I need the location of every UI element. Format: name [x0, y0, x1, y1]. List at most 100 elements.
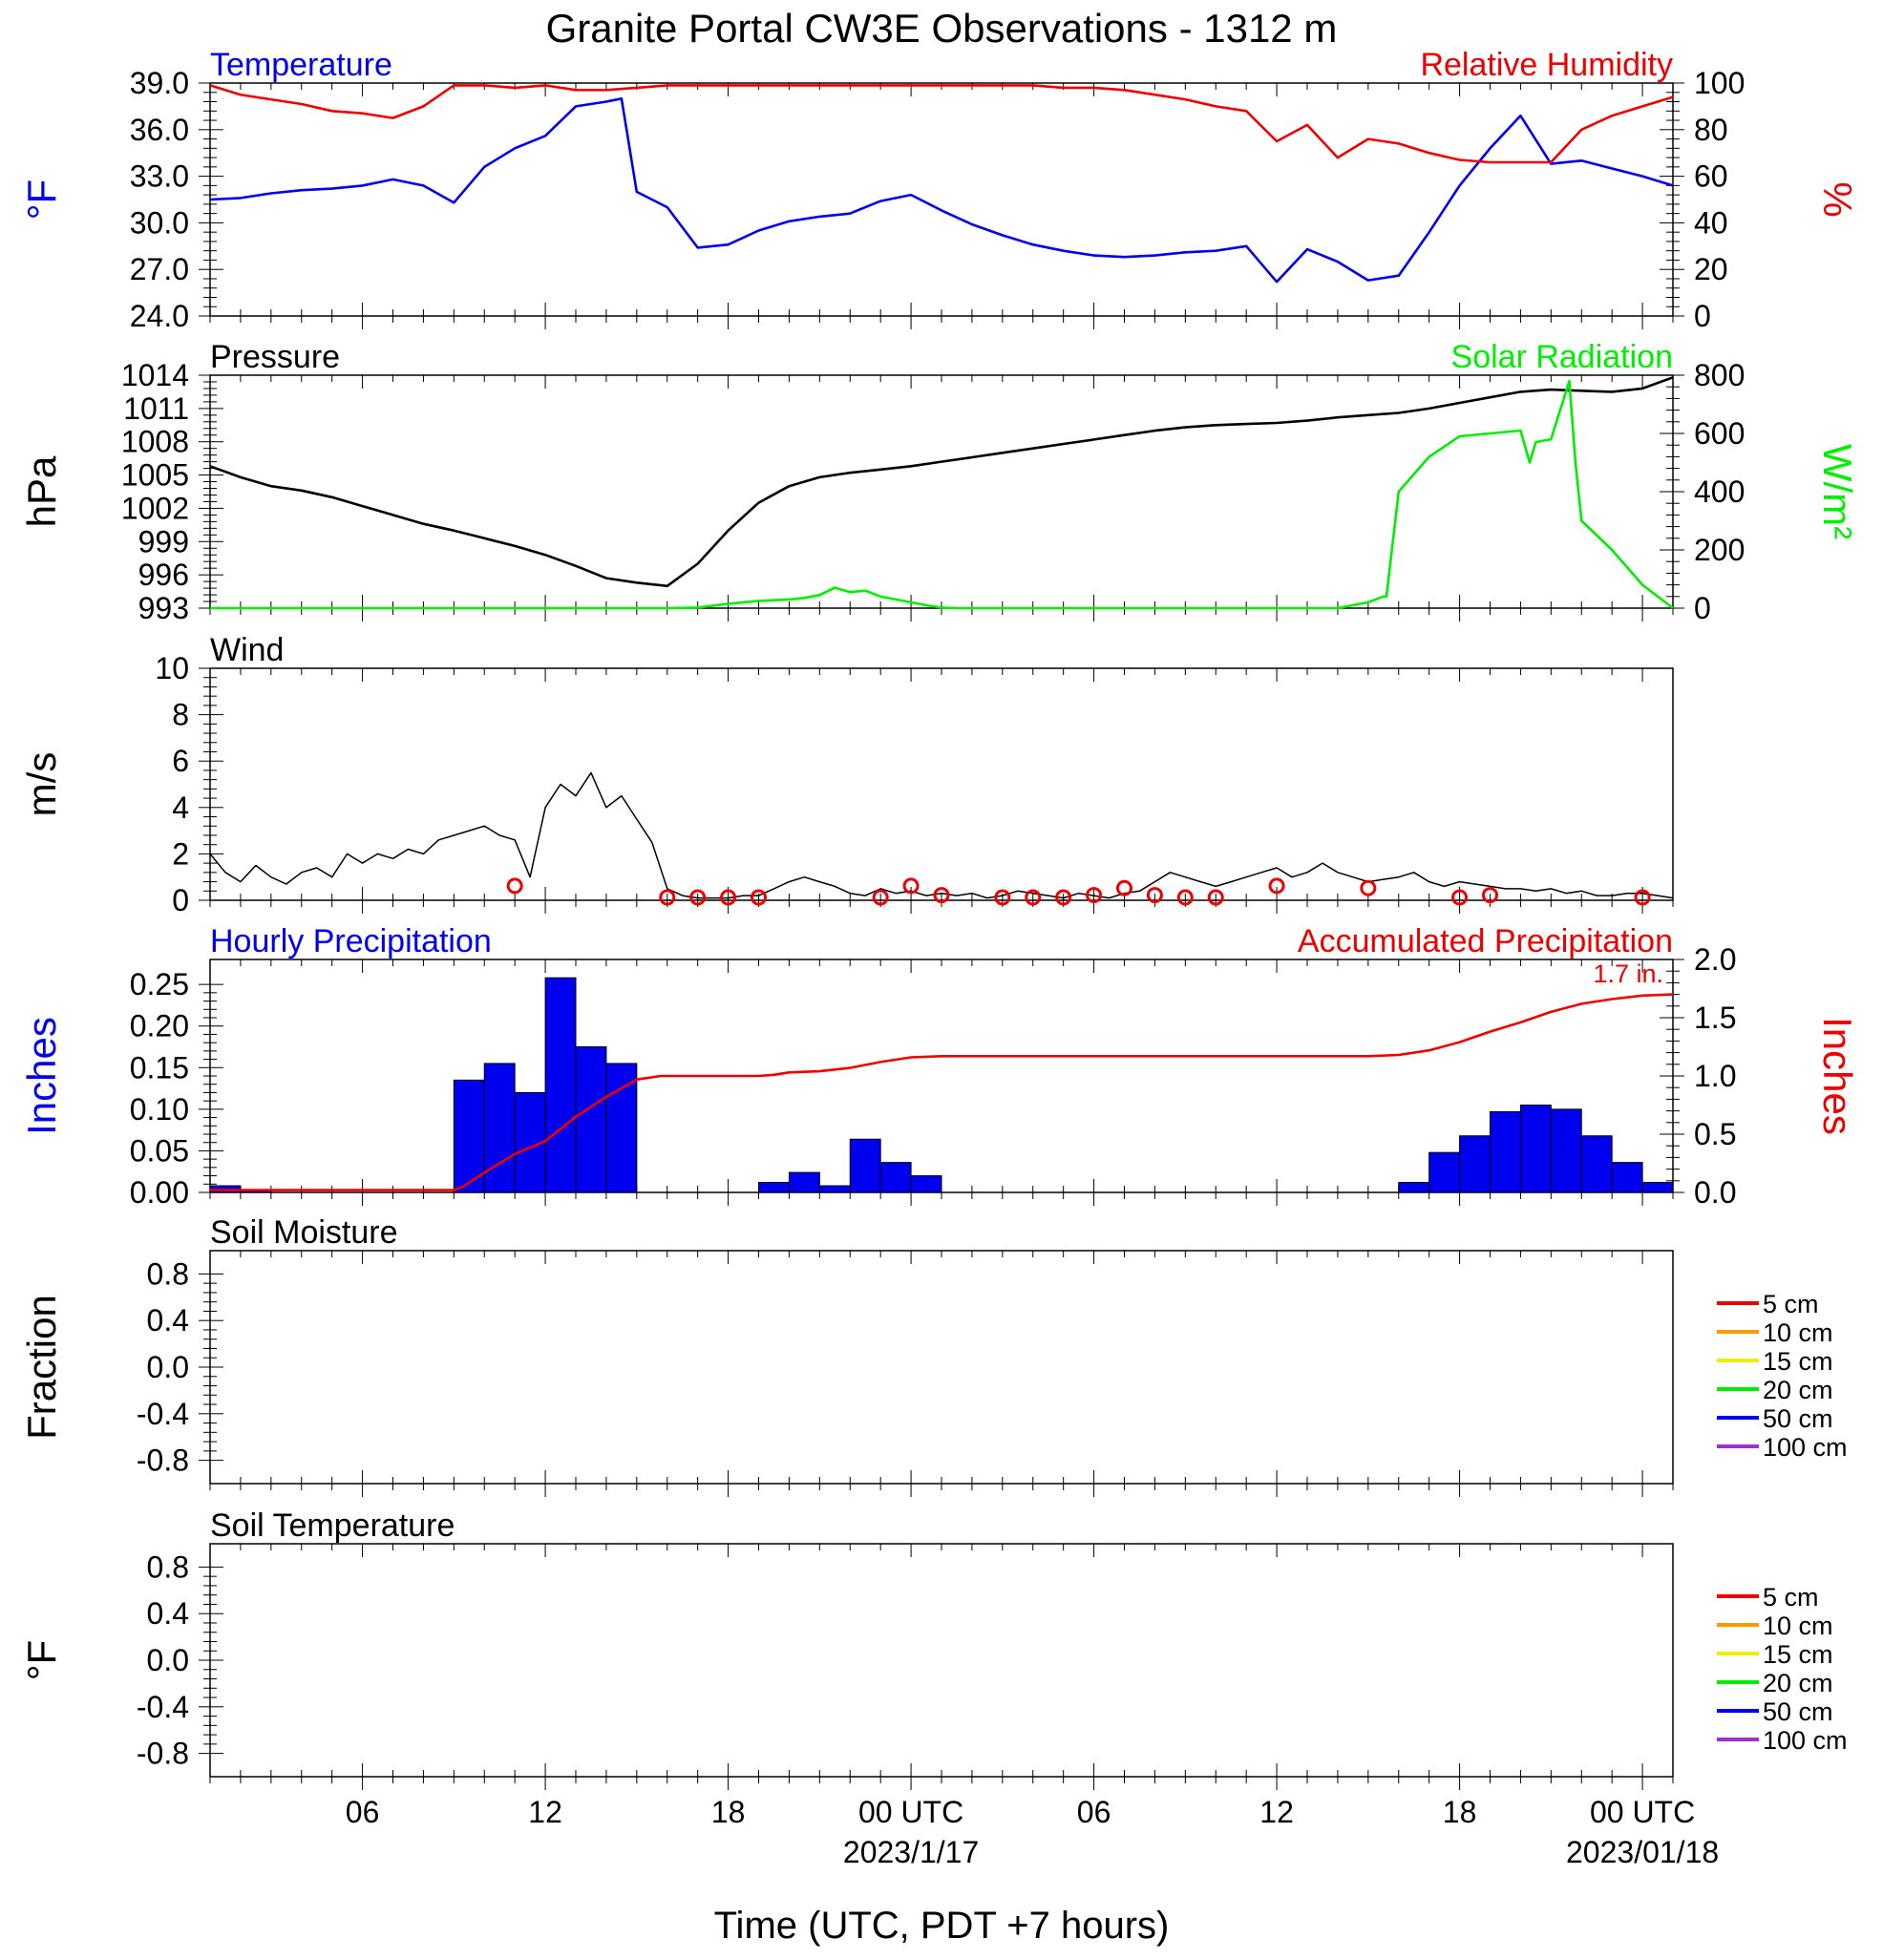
right-tick-label: 0 — [1694, 299, 1711, 333]
left-tick-label: 0.25 — [130, 967, 189, 1001]
left-tick-label: 996 — [138, 558, 189, 592]
legend-label: 10 cm — [1763, 1612, 1833, 1640]
panel-title-right: Relative Humidity — [1420, 47, 1673, 83]
precip-bar — [818, 1185, 851, 1193]
y-axis-label-left: Fraction — [19, 1295, 64, 1440]
x-date-label: 2023/1/17 — [843, 1835, 979, 1869]
left-tick-label: -0.8 — [137, 1737, 189, 1771]
left-tick-label: 30.0 — [130, 205, 189, 240]
legend-label: 100 cm — [1763, 1433, 1848, 1462]
accumulated-total-label: 1.7 in. — [1593, 959, 1663, 988]
left-tick-label: 0.15 — [130, 1050, 189, 1085]
panel-precipitation: Hourly Precipitation Accumulated Precipit… — [19, 923, 1860, 1210]
series-line-pressure — [209, 376, 1674, 588]
calm-wind-marker — [1055, 889, 1072, 906]
calm-wind-marker — [1634, 889, 1651, 906]
panel-title-left: Soil Moisture — [210, 1214, 398, 1251]
x-tick-label: 00 UTC — [1590, 1795, 1695, 1829]
panel-title-left: Hourly Precipitation — [210, 923, 492, 959]
right-tick-label: 80 — [1694, 113, 1728, 147]
series-line-temperature — [209, 97, 1674, 284]
left-tick-label: 6 — [172, 744, 189, 778]
calm-wind-marker — [994, 889, 1011, 906]
calm-wind-marker — [751, 889, 767, 906]
left-tick-label: 1002 — [121, 491, 189, 525]
left-tick-label: 39.0 — [130, 66, 189, 100]
calm-wind-marker — [1207, 889, 1224, 906]
precip-bar — [605, 1063, 638, 1193]
left-tick-label: 1014 — [121, 358, 189, 392]
left-tick-label: 1005 — [121, 458, 189, 493]
y-axis-label-left: m/s — [19, 752, 64, 817]
left-tick-label: 0.00 — [130, 1175, 189, 1210]
y-axis-label-right: % — [1815, 181, 1860, 217]
right-tick-label: 40 — [1694, 205, 1728, 240]
right-tick-label: 2.0 — [1694, 942, 1736, 977]
panel-title-right: Accumulated Precipitation — [1298, 923, 1673, 959]
left-tick-label: 0 — [172, 883, 189, 917]
precip-bar — [1550, 1108, 1582, 1193]
left-tick-label: 36.0 — [130, 113, 189, 147]
panel-soil_temperature: Soil Temperature-0.8-0.40.00.40.8°F5 cm1… — [19, 1507, 1848, 1790]
precip-bar — [575, 1046, 607, 1193]
legend-label: 5 cm — [1763, 1290, 1819, 1318]
left-tick-label: 4 — [172, 790, 189, 825]
precip-bar — [1398, 1182, 1430, 1193]
panel-frame-2 — [209, 667, 1674, 901]
legend-label: 15 cm — [1763, 1640, 1833, 1669]
precip-bar — [1519, 1105, 1552, 1193]
precip-bar — [1611, 1162, 1643, 1193]
calm-wind-marker — [1176, 889, 1194, 906]
precip-bar — [1490, 1110, 1521, 1193]
calm-wind-marker — [1146, 887, 1163, 904]
right-tick-label: 800 — [1694, 358, 1745, 392]
series-line-wind — [209, 771, 1674, 899]
calm-wind-marker — [689, 889, 707, 906]
precip-bar — [758, 1182, 790, 1193]
series-line-solar-radiation — [210, 379, 1674, 610]
left-tick-label: 8 — [172, 698, 189, 732]
y-axis-label-right: W/m² — [1815, 444, 1860, 539]
left-tick-label: 1011 — [123, 391, 189, 426]
y-axis-label-left: hPa — [19, 455, 64, 527]
calm-wind-marker — [1086, 887, 1103, 904]
x-date-label: 2023/01/18 — [1566, 1835, 1719, 1869]
calm-wind-marker — [1025, 889, 1042, 906]
precip-bar — [788, 1171, 820, 1193]
left-tick-label: 0.05 — [130, 1133, 189, 1168]
left-tick-label: 10 — [155, 651, 189, 685]
right-tick-label: 60 — [1694, 159, 1728, 194]
left-tick-label: 0.20 — [130, 1009, 189, 1043]
panel-soil_moisture: Soil Moisture -0.8 -0.4 0.0 0.4 0.8 Fraction 5 … — [19, 1214, 1848, 1497]
precip-bar — [1428, 1151, 1461, 1193]
precip-bar — [483, 1063, 516, 1193]
right-tick-label: 600 — [1694, 416, 1745, 451]
left-tick-label: 0.10 — [130, 1092, 189, 1127]
right-tick-label: 0.0 — [1694, 1175, 1736, 1210]
left-tick-label: 1008 — [121, 425, 189, 459]
calm-wind-marker — [1116, 879, 1132, 896]
series-line-accumulated-precipitation — [210, 993, 1674, 1191]
x-axis-label: Time (UTC, PDT +7 hours) — [714, 1905, 1170, 1947]
left-tick-label: 0.0 — [147, 1643, 189, 1677]
right-tick-label: 100 — [1694, 66, 1745, 100]
panel-title-left: Pressure — [210, 339, 340, 375]
panel-frame-4 — [209, 1250, 1674, 1485]
figure-title: Granite Portal CW3E Observations - 1312 … — [546, 6, 1338, 51]
precip-bar — [849, 1138, 881, 1193]
left-tick-label: -0.4 — [137, 1397, 189, 1431]
panel-title-left: Temperature — [210, 47, 392, 83]
precip-bar — [1641, 1182, 1674, 1193]
panel-wind: Wind 0 2 4 6 8 10 m/s — [19, 632, 1674, 917]
x-tick-label: 12 — [528, 1795, 562, 1829]
left-tick-label: 27.0 — [130, 252, 189, 286]
precip-bar — [1580, 1135, 1613, 1193]
legend-label: 20 cm — [1763, 1376, 1833, 1404]
precip-bar — [1459, 1135, 1492, 1193]
right-tick-label: 400 — [1694, 474, 1745, 509]
left-tick-label: 33.0 — [130, 159, 189, 194]
left-tick-label: 2 — [172, 836, 189, 871]
precip-bar — [910, 1175, 942, 1193]
left-tick-label: 0.4 — [147, 1303, 189, 1338]
legend-label: 10 cm — [1763, 1318, 1833, 1347]
